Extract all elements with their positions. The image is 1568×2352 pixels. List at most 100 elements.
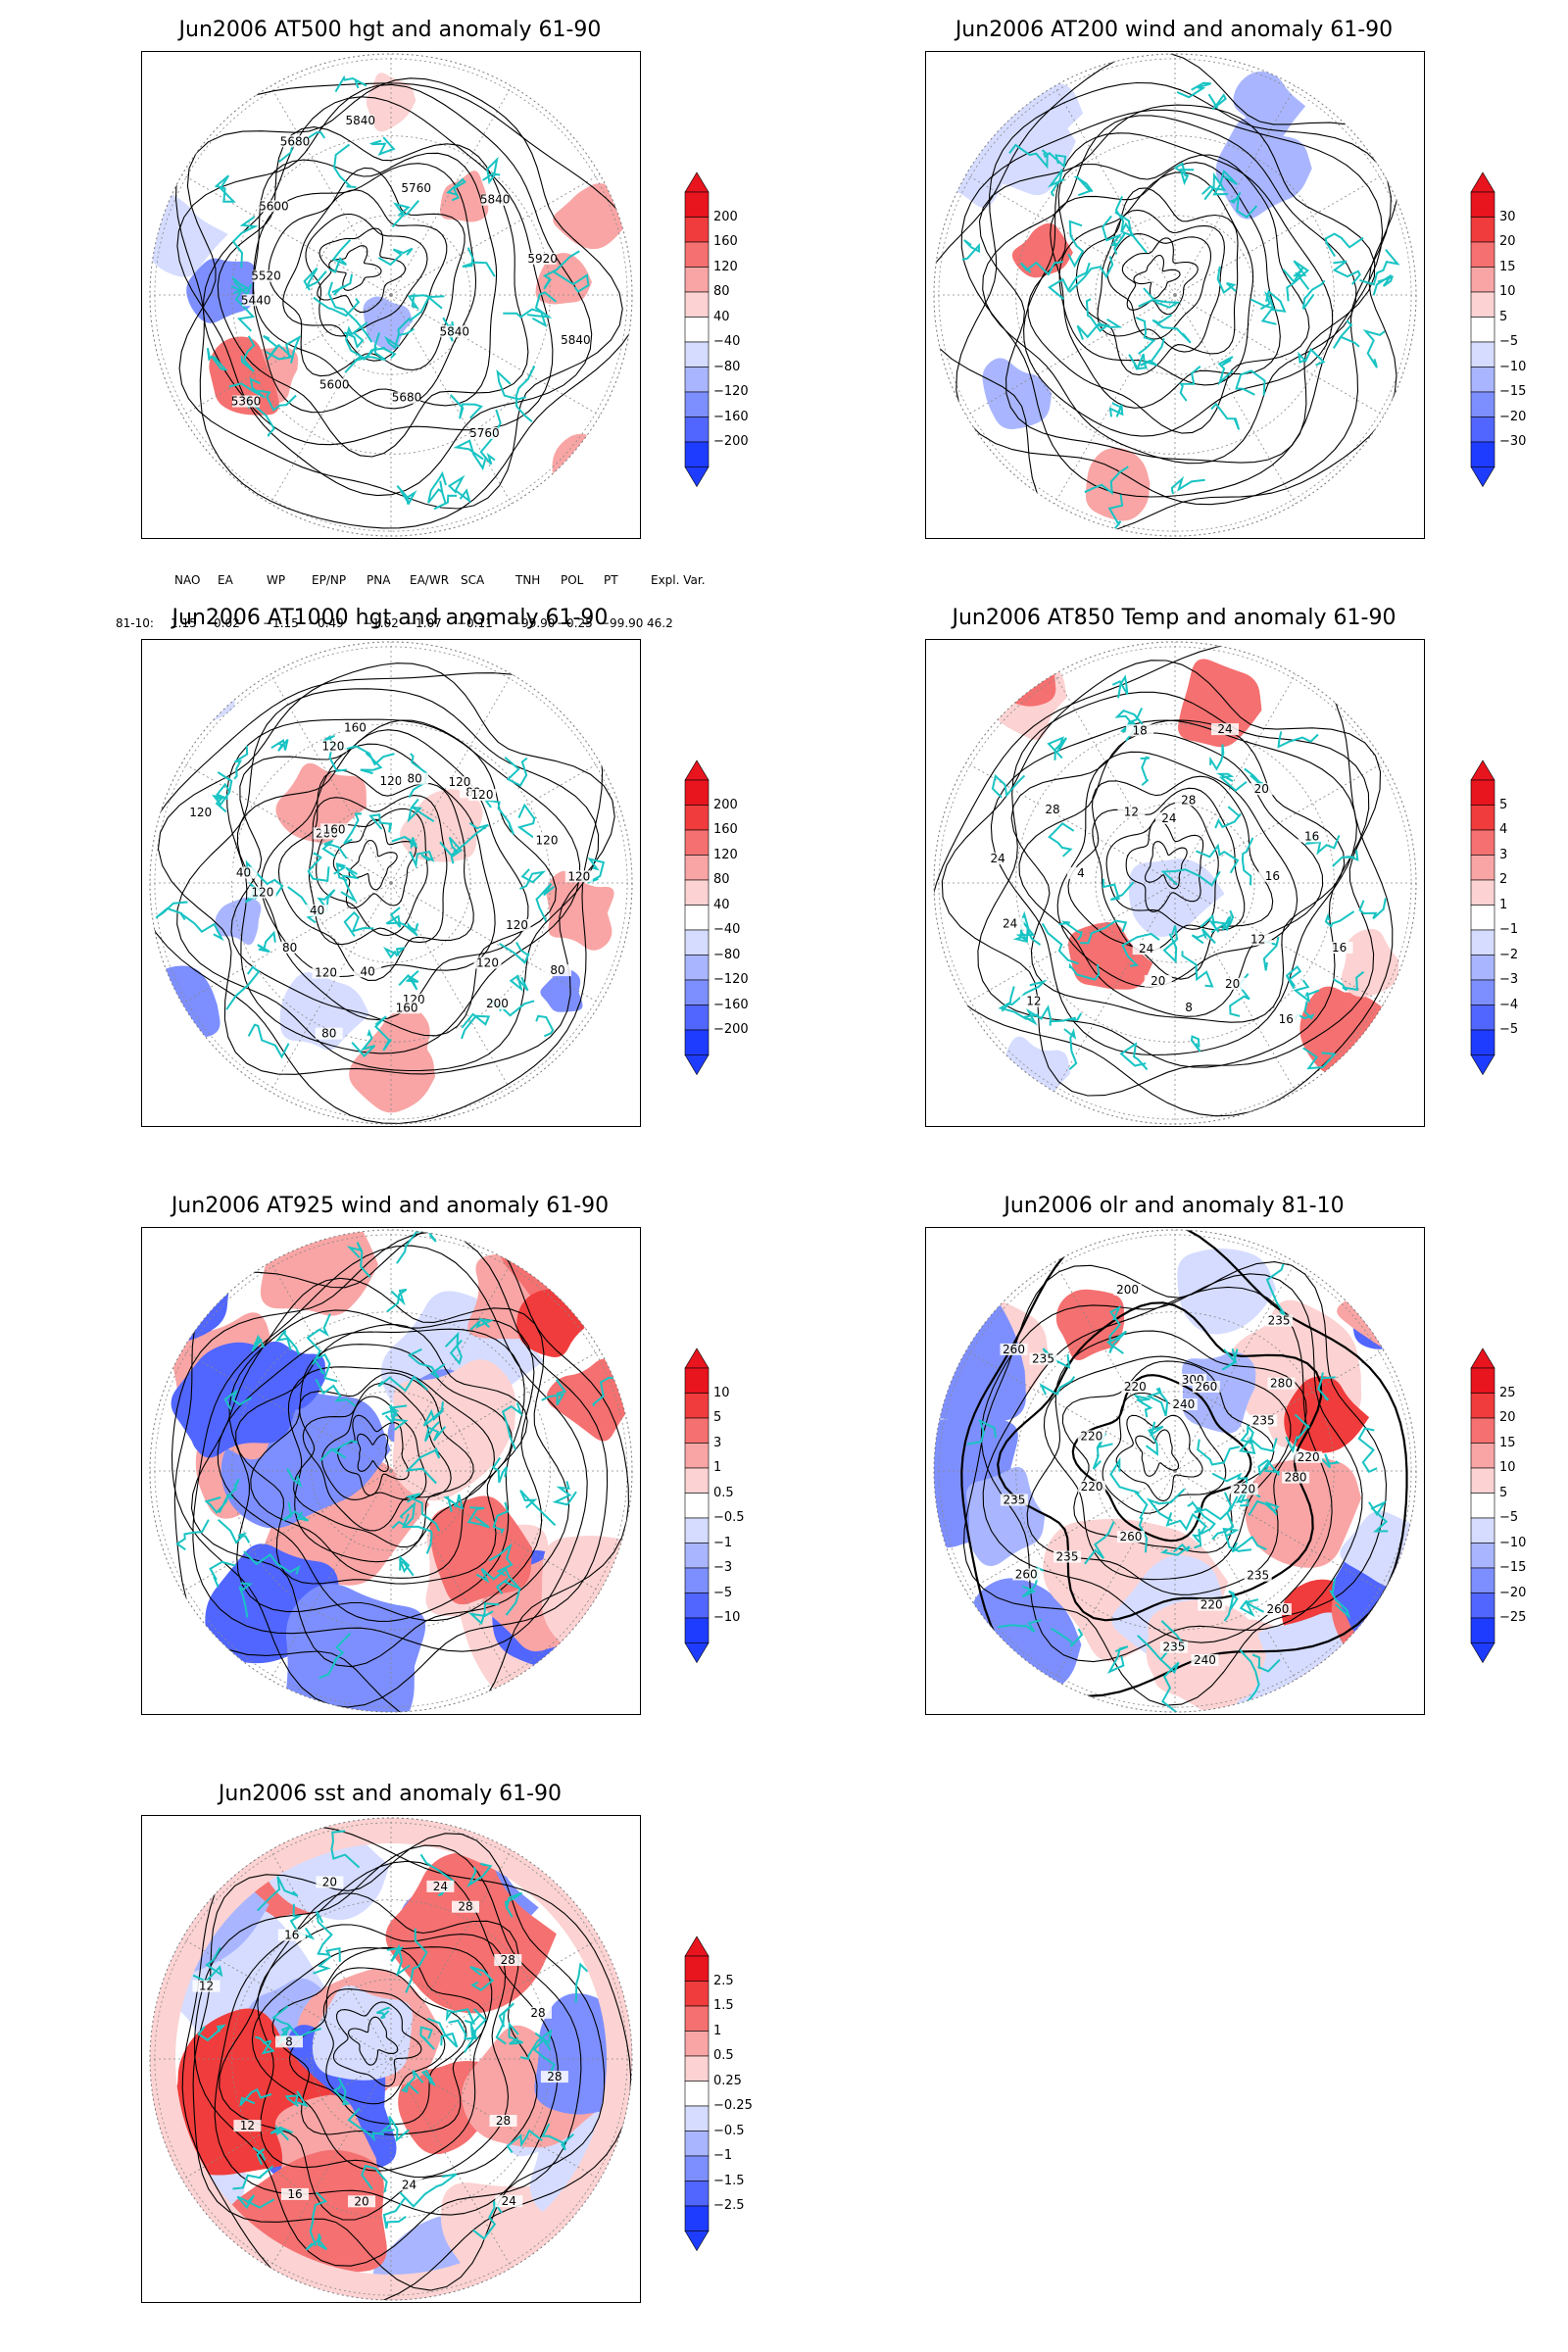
coastline [1140,756,1151,786]
coastline [345,325,378,362]
coastline [439,821,489,857]
colorbar-tick-label: 2 [1499,872,1508,887]
colorbar-tick-label: −160 [713,997,749,1012]
index-header: EA/WR [410,573,450,587]
coastline [1058,920,1083,941]
coastline [1041,922,1079,965]
contour-label: 120 [448,775,470,789]
index-value: −0.11 [457,616,493,630]
coastline [155,901,188,919]
colorbar-tick-label: 120 [713,259,738,274]
colorbar-tick-label: −4 [1499,997,1519,1012]
coastline [256,1876,299,1912]
coastline [1113,211,1133,255]
contour-line [1115,1414,1203,1502]
contour-label: 120 [506,918,528,932]
coastline [179,912,224,942]
index-header: PT [604,573,618,587]
coastline [1192,1528,1202,1549]
coastline [1051,1628,1084,1647]
contour-label: 40 [236,866,251,880]
colorbar-tick-label: −3 [1499,972,1519,987]
coastline [313,296,361,318]
coastline [1357,1427,1378,1474]
contour-line [322,1988,446,2105]
coastline [1048,822,1075,858]
coastline [1286,260,1310,302]
coastline [305,2233,327,2251]
contour-line [956,81,1392,506]
coastline [396,485,417,506]
coastline [399,2173,458,2208]
coastline [1214,806,1242,829]
coastline [243,1550,301,1575]
contour-label: 260 [1003,1343,1025,1356]
coastline [1043,151,1067,169]
coastline [1146,1489,1185,1522]
coastline [309,2191,328,2246]
index-value: −1.07 [406,616,442,630]
colorbar-tick-label: −1.5 [713,2173,745,2188]
contour-label: 5920 [527,252,558,266]
coastline [1257,1458,1280,1477]
anomaly-shading [1085,447,1151,521]
colorbar-tick-label: −0.5 [713,1510,745,1525]
coastline [1324,232,1364,258]
coastline [496,368,526,401]
colorbar-tick-label: −80 [713,947,741,962]
contour-line [150,672,604,1124]
contour-line [171,1231,609,1708]
coastline [313,1352,338,1383]
contour-label: 18 [1133,723,1148,737]
contour-line [251,1946,493,2172]
coastline [1222,1527,1252,1552]
coastline [1332,260,1361,285]
coastline [377,1375,428,1393]
coastline [1138,287,1182,309]
contour-label: 80 [321,1027,336,1041]
contour-label: 220 [1081,1480,1103,1494]
colorbar-tick-label: 5 [1499,309,1508,324]
coastline [391,835,418,850]
contour-label: 5840 [561,333,591,347]
coastline [1111,674,1129,699]
index-header: EP/NP [312,573,347,587]
contour-label: 120 [379,774,402,788]
coastline [1303,834,1341,856]
coastline [587,857,606,884]
contour-label: 20 [1151,974,1165,988]
colorbar-tick-label: 20 [1499,234,1516,249]
coastline [1285,965,1302,990]
coastline [383,327,415,350]
coastline [327,281,373,343]
coastline [386,1943,411,1977]
contour-label: 28 [1181,793,1196,807]
contour-label: 120 [321,739,344,753]
coastline [1215,772,1248,792]
coastline [1209,744,1225,771]
colorbar-tick-label: −0.25 [713,2098,753,2113]
coastline [1068,962,1101,981]
coastline [526,291,558,318]
coastline [405,1493,441,1532]
colorbar-tick-label: −25 [1499,1610,1527,1625]
contour-label: 20 [1225,977,1240,991]
coastline [427,2017,459,2048]
contour-line [1027,154,1310,434]
colorbar: 10 5 3 1 0.5 −0.5 −1 −3 −5 −10 [684,1348,745,1664]
coastline [1084,466,1129,496]
coastline [420,2070,436,2087]
colorbar: 200 160 120 80 40 −40 −80 −120 −160 −200 [684,172,749,488]
contour-label: 5840 [346,114,376,127]
index-value: −0.25 [557,616,593,630]
coastline [1200,913,1229,934]
coastline [1080,919,1128,945]
contour-line [348,2016,399,2066]
coastline [448,2013,482,2040]
contour-line [287,1366,495,1563]
index-value: 46.2 [647,616,673,630]
coastline [303,267,327,291]
contour-label: 24 [1003,917,1017,931]
coastline [1231,1536,1267,1553]
contour-label: 235 [1003,1494,1025,1507]
